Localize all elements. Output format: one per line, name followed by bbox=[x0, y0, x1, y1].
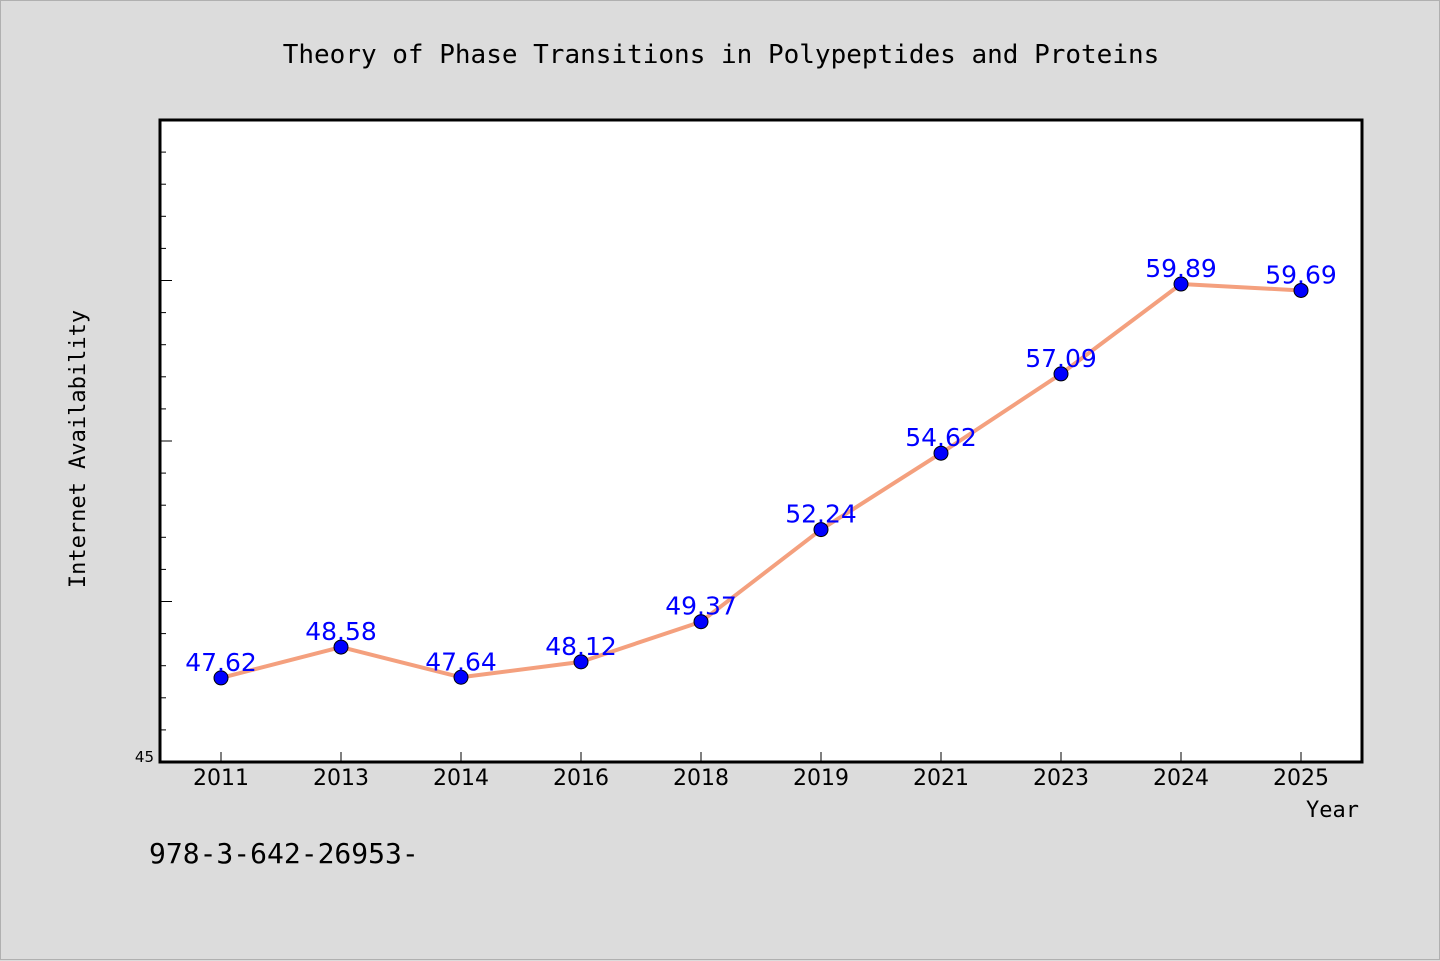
x-tick-label: 2018 bbox=[673, 766, 729, 791]
data-label: 49.37 bbox=[665, 592, 737, 621]
y-tick-label: 45 bbox=[135, 748, 154, 766]
data-label: 59.69 bbox=[1265, 260, 1337, 289]
y-axis-label: Internet Availability bbox=[66, 310, 91, 588]
data-labels: 47.62 48.58 47.64 48.12 49.37 52.24 54.62 57.09… bbox=[185, 254, 1337, 677]
footer-isbn-text: 978-3-642-26953- bbox=[149, 837, 419, 870]
x-axis-label: Year bbox=[1306, 798, 1359, 823]
data-label: 48.58 bbox=[305, 617, 377, 646]
y-axis-ticks: 45 bbox=[135, 151, 172, 766]
x-tick-label: 2013 bbox=[313, 766, 369, 791]
data-label: 57.09 bbox=[1025, 344, 1097, 373]
series-line-group bbox=[219, 282, 1303, 680]
data-label: 59.89 bbox=[1145, 254, 1217, 283]
data-point bbox=[933, 445, 949, 461]
data-label: 47.62 bbox=[185, 648, 257, 677]
data-label: 54.62 bbox=[905, 423, 977, 452]
x-tick-label: 2014 bbox=[433, 766, 489, 791]
data-point bbox=[453, 669, 469, 685]
plot-area bbox=[158, 118, 1364, 764]
x-tick-label: 2021 bbox=[913, 766, 969, 791]
series-line bbox=[219, 282, 1303, 680]
x-tick-label: 2024 bbox=[1153, 766, 1209, 791]
x-tick-label: 2023 bbox=[1033, 766, 1089, 791]
data-point bbox=[1293, 282, 1309, 298]
series-markers bbox=[213, 276, 1309, 686]
data-label: 47.64 bbox=[425, 647, 497, 676]
x-axis-ticks: 2011 2013 2014 2016 2018 2019 2021 2023 2024 2025 bbox=[193, 752, 1329, 791]
data-point bbox=[1053, 366, 1069, 382]
x-tick-label: 2025 bbox=[1273, 766, 1329, 791]
x-tick-label: 2019 bbox=[793, 766, 849, 791]
data-label: 48.12 bbox=[545, 632, 617, 661]
data-point bbox=[333, 639, 349, 655]
chart-title: Theory of Phase Transitions in Polypepti… bbox=[283, 40, 1160, 70]
data-point bbox=[813, 522, 829, 538]
data-point bbox=[693, 614, 709, 630]
x-tick-label: 2016 bbox=[553, 766, 609, 791]
data-label: 52.24 bbox=[785, 500, 857, 529]
x-tick-label: 2011 bbox=[193, 766, 249, 791]
data-point bbox=[573, 654, 589, 670]
data-point bbox=[213, 670, 229, 686]
data-point bbox=[1173, 276, 1189, 292]
